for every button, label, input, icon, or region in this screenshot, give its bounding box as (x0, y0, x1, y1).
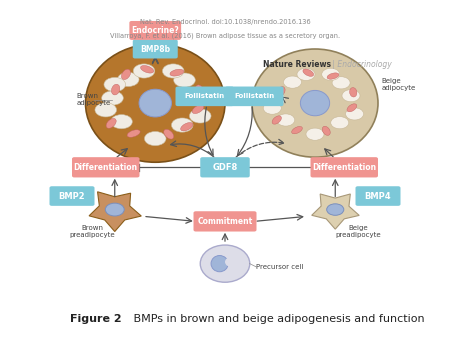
Text: Follistatin: Follistatin (234, 93, 274, 99)
Ellipse shape (306, 128, 324, 140)
Ellipse shape (174, 73, 195, 87)
Ellipse shape (292, 126, 302, 134)
FancyBboxPatch shape (310, 157, 378, 177)
Ellipse shape (104, 77, 126, 92)
Ellipse shape (111, 115, 132, 129)
Text: Endocrine?: Endocrine? (131, 26, 179, 35)
FancyBboxPatch shape (50, 186, 94, 206)
Ellipse shape (252, 49, 378, 157)
FancyBboxPatch shape (356, 186, 400, 206)
Ellipse shape (195, 85, 203, 96)
Ellipse shape (117, 72, 139, 87)
Ellipse shape (268, 93, 286, 105)
Text: Beige
adipocyte: Beige adipocyte (382, 78, 416, 91)
Ellipse shape (284, 76, 302, 88)
Text: Commitment: Commitment (198, 217, 252, 226)
Text: BMP8b: BMP8b (140, 45, 170, 53)
Ellipse shape (180, 123, 193, 131)
Text: Beige
preadipocyte: Beige preadipocyte (335, 225, 381, 238)
Text: BMP2: BMP2 (58, 192, 86, 200)
Ellipse shape (170, 69, 184, 76)
Ellipse shape (211, 256, 228, 272)
Text: Differentiation: Differentiation (312, 163, 376, 172)
Text: Precursor cell: Precursor cell (256, 264, 304, 270)
Ellipse shape (350, 88, 357, 97)
Ellipse shape (303, 69, 314, 76)
Ellipse shape (322, 126, 330, 135)
FancyBboxPatch shape (130, 21, 181, 40)
Text: Differentiation: Differentiation (74, 163, 138, 172)
Ellipse shape (297, 68, 315, 80)
Ellipse shape (112, 84, 120, 95)
Ellipse shape (277, 114, 295, 126)
Text: Brown
adipocyte: Brown adipocyte (76, 93, 111, 106)
Ellipse shape (331, 117, 349, 129)
Ellipse shape (140, 66, 154, 73)
Ellipse shape (225, 257, 238, 267)
Text: Figure 2: Figure 2 (70, 314, 122, 324)
Ellipse shape (272, 116, 281, 124)
FancyBboxPatch shape (194, 211, 256, 232)
Ellipse shape (322, 68, 340, 80)
FancyBboxPatch shape (72, 157, 140, 177)
Ellipse shape (144, 131, 166, 146)
Ellipse shape (346, 108, 364, 120)
Ellipse shape (106, 118, 116, 128)
Ellipse shape (127, 130, 140, 137)
Text: Follistatin: Follistatin (184, 93, 225, 99)
Circle shape (200, 245, 250, 282)
Ellipse shape (192, 105, 204, 114)
Text: BMPs in brown and beige adipogenesis and function: BMPs in brown and beige adipogenesis and… (130, 314, 425, 324)
FancyBboxPatch shape (225, 87, 284, 106)
Ellipse shape (263, 102, 281, 114)
Ellipse shape (301, 90, 329, 116)
Polygon shape (89, 192, 141, 232)
Text: BMP4: BMP4 (364, 192, 392, 200)
Polygon shape (312, 194, 359, 229)
Ellipse shape (347, 104, 357, 112)
Ellipse shape (185, 88, 207, 102)
Ellipse shape (189, 109, 211, 123)
Ellipse shape (332, 77, 350, 89)
Text: Nat. Rev. Endocrinol. doi:10.1038/nrendo.2016.136: Nat. Rev. Endocrinol. doi:10.1038/nrendo… (140, 19, 310, 25)
Ellipse shape (171, 118, 193, 132)
Ellipse shape (86, 44, 225, 162)
Ellipse shape (277, 87, 285, 96)
Ellipse shape (133, 64, 155, 78)
Ellipse shape (105, 203, 124, 216)
Ellipse shape (162, 64, 184, 78)
Ellipse shape (102, 91, 123, 105)
FancyBboxPatch shape (133, 40, 178, 58)
Ellipse shape (139, 89, 171, 117)
Ellipse shape (327, 73, 339, 79)
FancyBboxPatch shape (200, 157, 250, 177)
Ellipse shape (164, 129, 174, 139)
Ellipse shape (342, 90, 360, 102)
Text: Villarroya, F. et al. (2016) Brown adipose tissue as a secretory organ.: Villarroya, F. et al. (2016) Brown adipo… (110, 32, 340, 39)
Text: | Endocrinology: | Endocrinology (330, 60, 392, 69)
Ellipse shape (95, 103, 117, 117)
Text: Nature Reviews: Nature Reviews (263, 60, 331, 69)
Ellipse shape (327, 204, 344, 215)
Text: GDF8: GDF8 (212, 163, 238, 172)
Ellipse shape (122, 69, 130, 79)
FancyBboxPatch shape (176, 87, 234, 106)
Text: Brown
preadipocyte: Brown preadipocyte (69, 225, 115, 238)
